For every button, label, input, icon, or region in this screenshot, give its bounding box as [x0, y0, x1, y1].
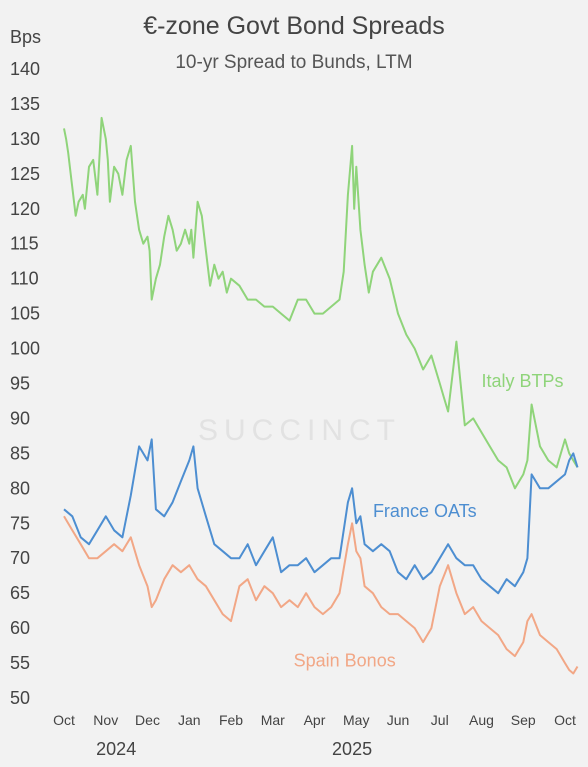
x-tick-label: Jun [387, 712, 410, 728]
y-tick-label: 120 [10, 199, 40, 219]
y-tick-label: 115 [10, 234, 39, 254]
x-tick-label: Sep [511, 712, 536, 728]
y-tick-label: 65 [10, 583, 30, 603]
y-tick-label: 75 [10, 513, 30, 533]
x-tick-label: Aug [469, 712, 494, 728]
y-tick-label: 50 [10, 688, 30, 708]
y-tick-label: 85 [10, 443, 30, 463]
x-tick-label: Jan [178, 712, 201, 728]
year-label: 2024 [96, 739, 136, 759]
y-tick-label: 130 [10, 129, 40, 149]
series-label-spain-bonos: Spain Bonos [294, 651, 396, 671]
series-line-italy-btps [63, 116, 579, 490]
y-tick-label: 135 [10, 94, 40, 114]
y-tick-label: 105 [10, 304, 40, 324]
y-tick-label: 80 [10, 478, 30, 498]
y-tick-label: 55 [10, 653, 30, 673]
y-tick-label: 125 [10, 164, 40, 184]
series-line-france-oats [63, 438, 579, 595]
x-tick-label: Feb [219, 712, 243, 728]
x-tick-label: Jul [431, 712, 449, 728]
x-tick-label: Mar [261, 712, 285, 728]
watermark: SUCCINCT [198, 414, 401, 447]
series-label-italy-btps: Italy BTPs [482, 371, 564, 391]
chart-title: €-zone Govt Bond Spreads [143, 12, 445, 40]
y-tick-label: 90 [10, 408, 30, 428]
x-tick-label: Dec [135, 712, 160, 728]
x-tick-label: May [343, 712, 369, 728]
y-tick-label: 110 [10, 269, 39, 289]
y-tick-label: 60 [10, 618, 30, 638]
year-label: 2025 [332, 739, 372, 759]
y-tick-label: 70 [10, 548, 30, 568]
chart-subtitle: 10-yr Spread to Bunds, LTM [175, 52, 413, 73]
y-axis-label: Bps [10, 27, 42, 47]
x-tick-label: Nov [93, 712, 118, 728]
x-tick-label: Apr [304, 712, 326, 728]
x-tick-label: Oct [53, 712, 75, 728]
series-line-spain-bonos [63, 515, 579, 675]
y-tick-label: 95 [10, 374, 30, 394]
series-label-france-oats: France OATs [373, 501, 477, 521]
x-tick-label: Oct [554, 712, 576, 728]
y-tick-label: 100 [10, 339, 40, 359]
y-tick-label: 140 [10, 59, 40, 79]
